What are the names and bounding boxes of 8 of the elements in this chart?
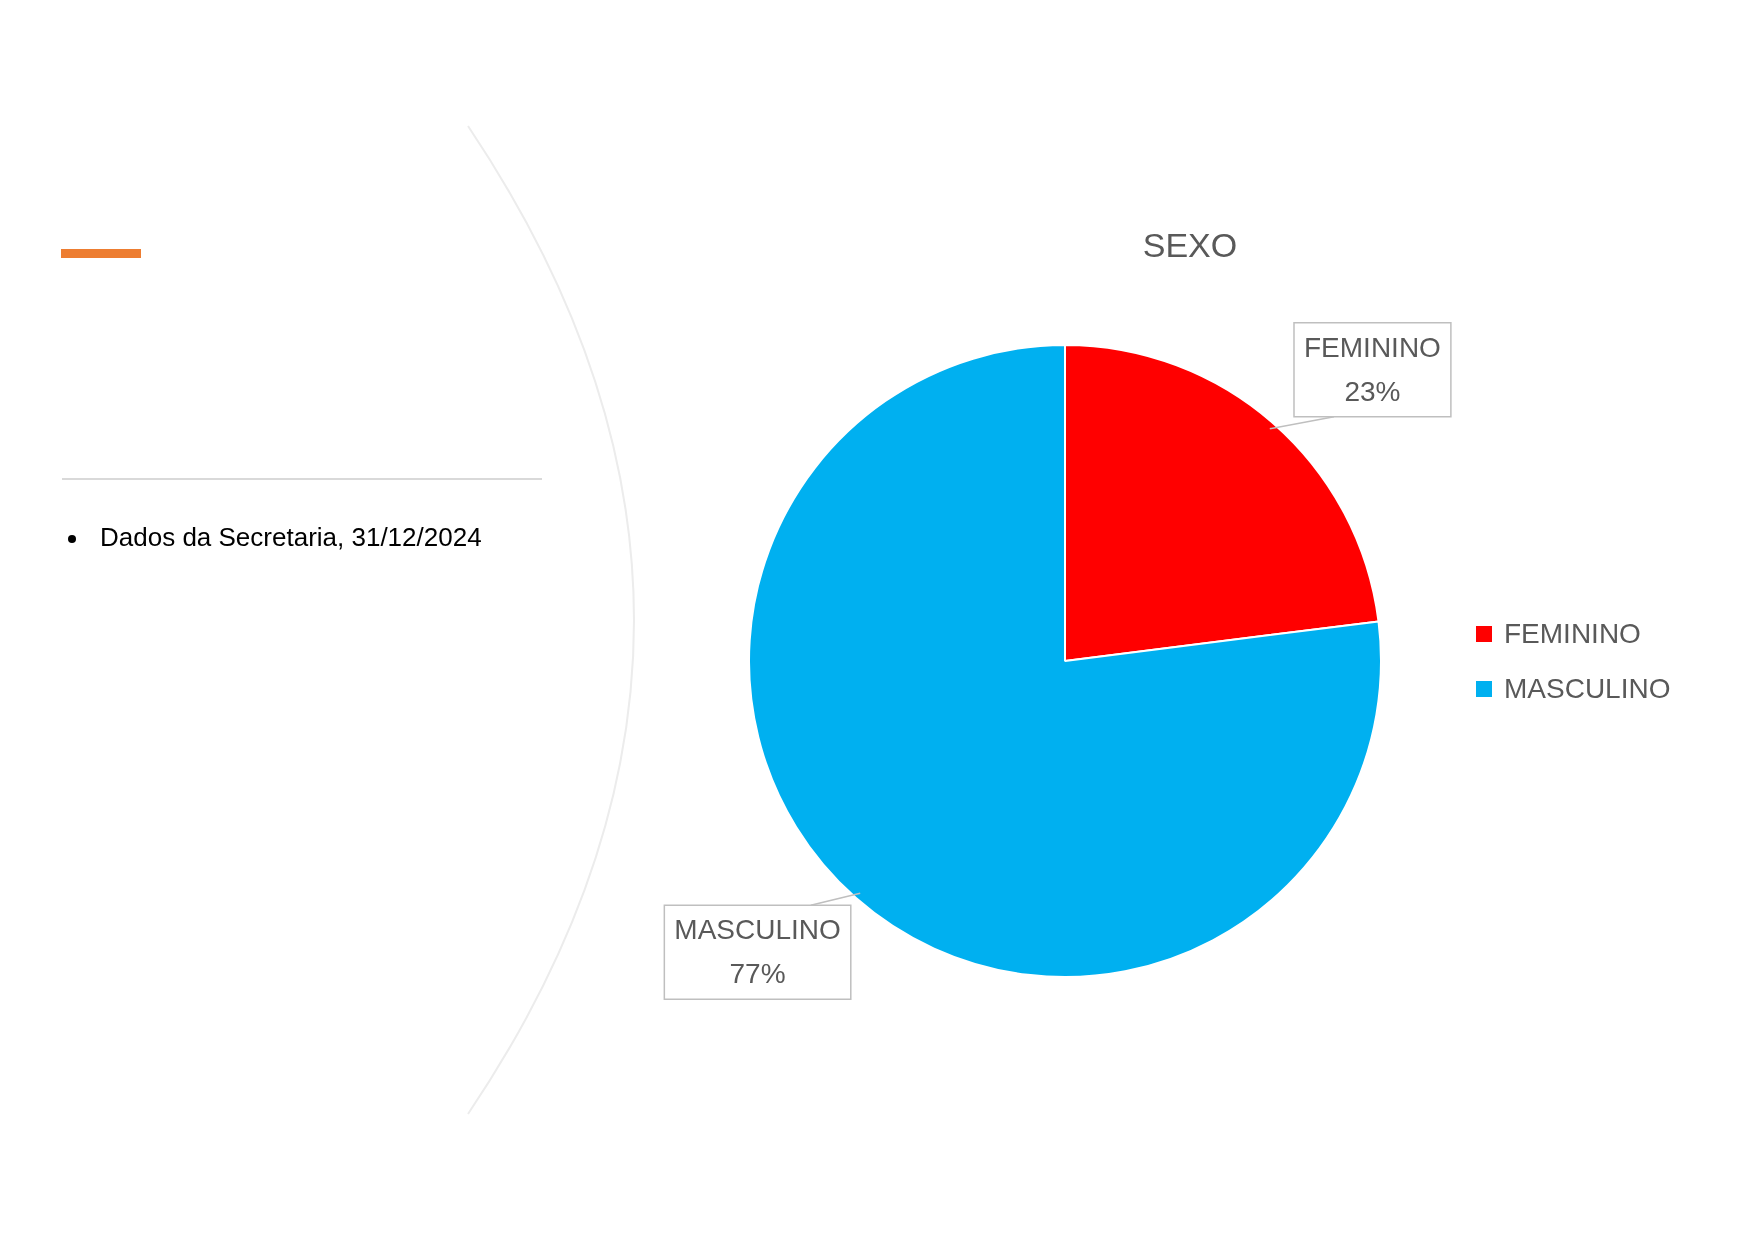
data-label: 77% xyxy=(729,957,786,989)
slice-label: FEMININO xyxy=(1304,331,1441,363)
legend-label: FEMININO xyxy=(1504,617,1641,649)
chart-title: SEXO xyxy=(1142,226,1238,265)
data-label: 23% xyxy=(1344,375,1401,407)
slice-label: MASCULINO xyxy=(674,913,841,945)
legend-label: MASCULINO xyxy=(1504,672,1671,704)
text: Dados da Secretaria, 31/12/2024 xyxy=(100,522,482,552)
